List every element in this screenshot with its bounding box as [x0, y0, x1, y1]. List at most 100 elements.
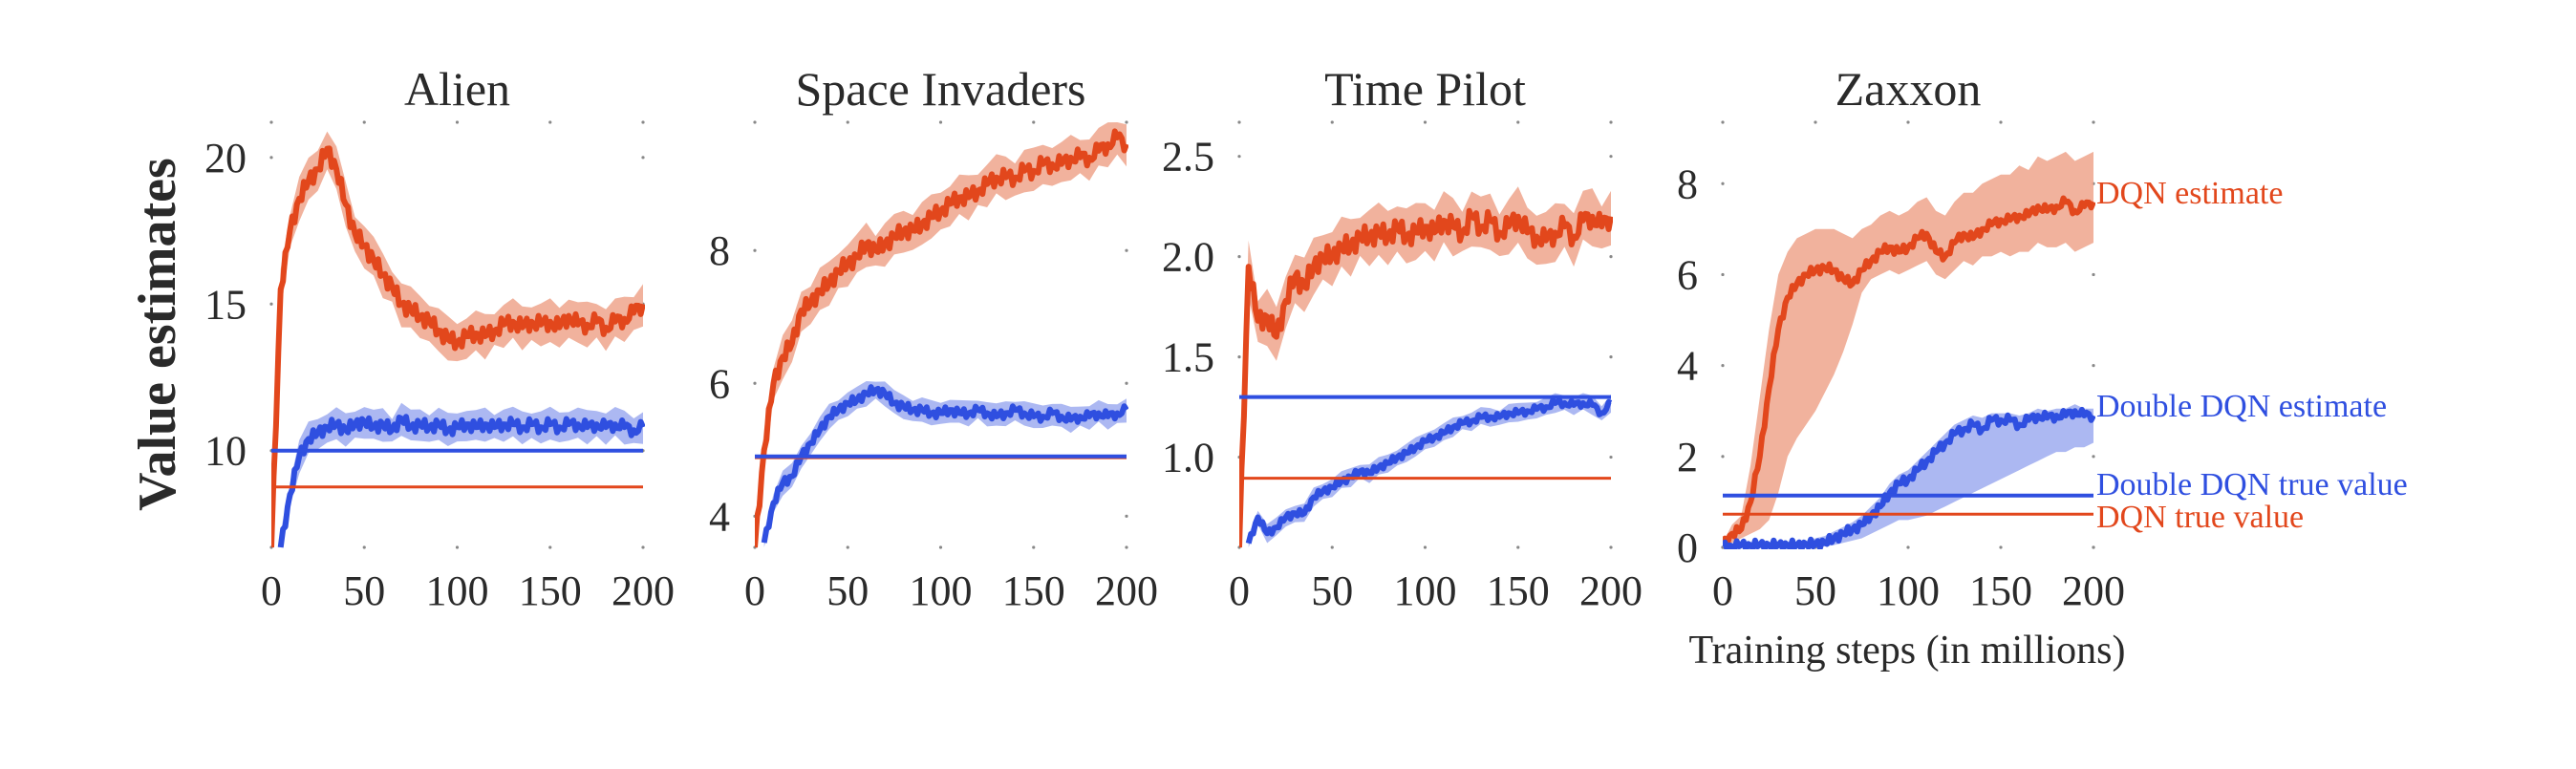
- y-tick-mark: [1237, 155, 1241, 159]
- plot-area: [755, 122, 1128, 548]
- x-tick-label: 200: [1095, 567, 1158, 614]
- ddqn-estimate-line: [761, 384, 1128, 544]
- x-tick-mark-top: [1609, 120, 1613, 124]
- x-tick-mark-top: [269, 120, 273, 124]
- x-tick-mark-top: [1423, 120, 1428, 124]
- dqn-estimate-band: [1239, 186, 1611, 548]
- x-tick-mark-top: [1237, 120, 1241, 124]
- y-tick-mark-right: [2092, 272, 2095, 277]
- y-tick-label: 20: [204, 135, 247, 182]
- dqn-estimate-line: [271, 145, 645, 548]
- x-tick-mark-top: [362, 120, 366, 124]
- x-tick-label: 0: [261, 567, 282, 614]
- y-tick-mark-right: [1609, 455, 1613, 459]
- x-tick-mark-top: [1721, 120, 1725, 124]
- x-tick-label: 150: [519, 567, 582, 614]
- x-tick-label: 200: [2062, 567, 2125, 614]
- x-tick-label: 150: [1969, 567, 2032, 614]
- y-tick-mark-right: [2092, 545, 2095, 549]
- x-tick-mark: [362, 545, 366, 549]
- annotation-ddqn-estimate: Double DQN estimate: [2096, 389, 2387, 424]
- ddqn-estimate-line: [1723, 406, 2095, 549]
- y-tick-mark: [753, 381, 757, 385]
- x-tick-mark: [1125, 545, 1128, 549]
- x-tick-mark: [641, 545, 645, 549]
- ddqn-estimate-line: [277, 414, 645, 548]
- panel-title: Space Invaders: [795, 62, 1085, 116]
- x-tick-mark: [846, 545, 849, 549]
- panel-alien: Alien 0 50 100 150 200 10 15 20: [204, 62, 675, 614]
- y-tick-mark: [753, 248, 757, 252]
- annotation-dqn-estimate: DQN estimate: [2096, 176, 2283, 211]
- x-tick-mark-top: [641, 120, 645, 124]
- y-axis-label: Value estimates: [128, 158, 187, 511]
- dqn-estimate-band: [755, 122, 1127, 547]
- y-tick-mark: [1237, 354, 1241, 359]
- x-tick-label: 150: [1002, 567, 1065, 614]
- x-tick-mark: [1516, 545, 1520, 549]
- x-tick-mark: [1609, 545, 1613, 549]
- y-tick-mark: [1237, 255, 1241, 259]
- ddqn-estimate-line: [1245, 397, 1613, 545]
- ddqn-estimate-band: [763, 381, 1127, 547]
- x-tick-mark: [1330, 545, 1334, 549]
- y-tick-label: 6: [1677, 251, 1698, 298]
- plot-area: [1723, 151, 2095, 549]
- dqn-estimate-band: [1723, 151, 2093, 547]
- panel-time-pilot: Time Pilot 0 50 100 150 200 1.0 1.5 2.0 2.5: [1162, 62, 1642, 614]
- y-tick-mark-right: [2092, 364, 2095, 368]
- x-tick-mark-top: [1125, 120, 1128, 124]
- y-tick-mark-right: [1609, 155, 1613, 159]
- annotation-ddqn-true-value: Double DQN true value: [2096, 467, 2408, 502]
- x-tick-mark-top: [1516, 120, 1520, 124]
- panel-title: Time Pilot: [1324, 62, 1526, 116]
- x-tick-mark: [548, 545, 552, 549]
- x-tick-mark: [455, 545, 460, 549]
- y-tick-label: 15: [204, 281, 247, 328]
- x-tick-label: 0: [1229, 567, 1250, 614]
- y-tick-label: 1.5: [1162, 334, 1214, 381]
- y-tick-label: 2: [1677, 434, 1698, 481]
- y-tick-mark: [1721, 182, 1725, 185]
- y-tick-label: 2.5: [1162, 134, 1214, 181]
- panel-zaxxon: Zaxxon 0 50 100 150 200 0 2 4 6 8: [1677, 62, 2125, 614]
- y-tick-mark-right: [1609, 255, 1613, 259]
- x-tick-mark-top: [2092, 120, 2095, 124]
- x-tick-mark-top: [548, 120, 552, 124]
- y-tick-mark: [1721, 272, 1725, 277]
- x-tick-label: 100: [910, 567, 973, 614]
- y-tick-label: 1.0: [1162, 435, 1214, 481]
- x-tick-label: 0: [1712, 567, 1733, 614]
- y-tick-mark: [269, 302, 273, 306]
- x-tick-label: 200: [612, 567, 675, 614]
- y-tick-mark-right: [2092, 455, 2095, 459]
- x-tick-mark-top: [846, 120, 849, 124]
- y-tick-label: 4: [1677, 343, 1698, 390]
- x-tick-label: 50: [343, 567, 385, 614]
- x-tick-mark: [1032, 545, 1036, 549]
- x-tick-mark: [1906, 545, 1910, 549]
- plot-area: [1239, 186, 1613, 548]
- x-tick-label: 50: [1794, 567, 1836, 614]
- y-tick-mark-right: [1125, 248, 1128, 252]
- panel-space-invaders: Space Invaders 0 50 100 150 200 4 6 8: [709, 62, 1158, 614]
- x-tick-mark: [938, 545, 943, 549]
- x-tick-label: 100: [1877, 567, 1940, 614]
- x-tick-mark: [1423, 545, 1428, 549]
- x-tick-label: 0: [744, 567, 765, 614]
- x-tick-mark-top: [1906, 120, 1910, 124]
- y-tick-mark-right: [1125, 381, 1128, 385]
- x-tick-label: 150: [1487, 567, 1550, 614]
- y-tick-mark-right: [641, 156, 645, 160]
- dqn-estimate-line: [1239, 207, 1613, 548]
- x-tick-mark-top: [455, 120, 460, 124]
- y-tick-mark: [269, 156, 273, 160]
- ddqn-estimate-band: [280, 402, 643, 547]
- plot-area: [271, 131, 645, 548]
- y-tick-label: 6: [709, 360, 730, 407]
- annotation-dqn-true-value: DQN true value: [2096, 500, 2304, 535]
- x-axis-label: Training steps (in millions): [1689, 629, 2126, 673]
- y-tick-label: 8: [709, 227, 730, 274]
